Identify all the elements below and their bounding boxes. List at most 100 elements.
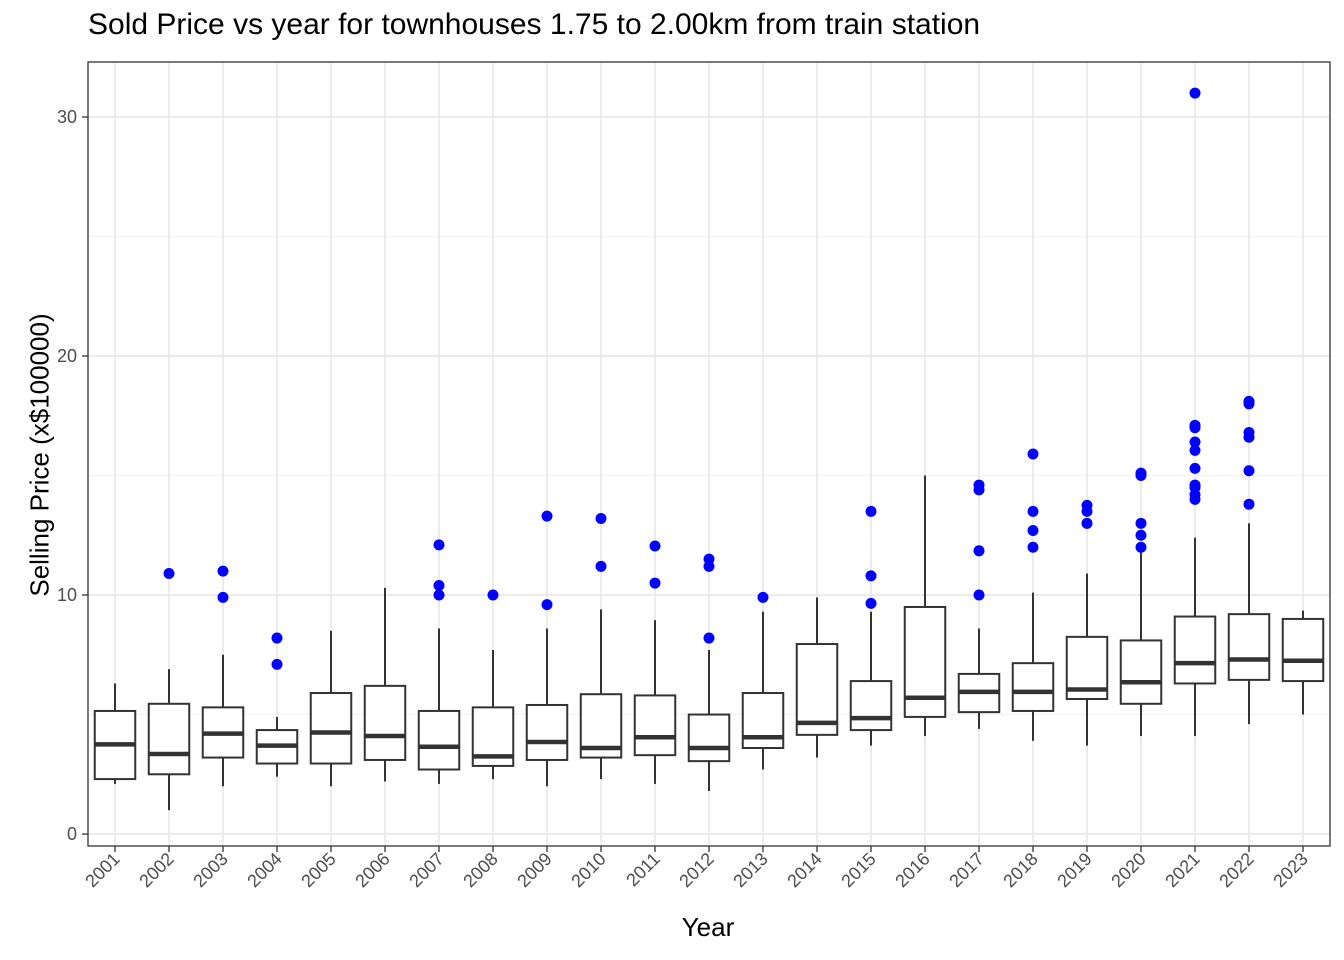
x-tick-label: 2007 (405, 849, 447, 891)
outlier-point (1189, 444, 1201, 456)
outlier-point (1135, 517, 1147, 529)
outlier-point (973, 545, 985, 557)
box-2015 (849, 611, 893, 746)
box-2017 (957, 628, 1001, 729)
outlier-point (271, 658, 283, 670)
outlier-point (1027, 524, 1039, 536)
outlier-point (1135, 541, 1147, 553)
box-iqr (741, 692, 785, 750)
box-iqr (903, 605, 947, 718)
outlier-point (1081, 505, 1093, 517)
y-tick-label: 20 (57, 346, 77, 366)
outlier-point (1189, 436, 1201, 448)
box-iqr (1227, 613, 1271, 681)
outlier-point (595, 513, 607, 525)
box-iqr (1281, 617, 1325, 683)
outlier-point (217, 565, 229, 577)
x-tick-label: 2001 (81, 849, 123, 891)
x-tick-label: 2017 (945, 849, 987, 891)
x-tick-label: 2006 (351, 849, 393, 891)
outlier-point (973, 589, 985, 601)
box-2004 (255, 716, 299, 777)
box-iqr (633, 694, 677, 757)
y-tick-label: 10 (57, 585, 77, 605)
outlier-point (649, 540, 661, 552)
x-tick-label: 2005 (297, 849, 339, 891)
box-2003 (201, 654, 245, 787)
outlier-point (595, 560, 607, 572)
outlier-point (433, 589, 445, 601)
x-tick-label: 2020 (1107, 849, 1149, 891)
outlier-point (1027, 448, 1039, 460)
box-2023 (1281, 610, 1325, 715)
box-iqr (525, 703, 569, 761)
outlier-point (865, 505, 877, 517)
y-axis-label: Selling Price (x$100000) (24, 313, 55, 597)
box-2011 (633, 620, 677, 784)
x-tick-label: 2009 (513, 849, 555, 891)
x-axis: 2001 2002 2003 2004 2005 2006 2007 2008 2009 2010… (81, 846, 1312, 891)
box-iqr (1119, 639, 1163, 705)
y-tick-label: 0 (67, 824, 77, 844)
outlier-point (703, 560, 715, 572)
outlier-point (703, 632, 715, 644)
chart-title: Sold Price vs year for townhouses 1.75 t… (88, 8, 981, 41)
outlier-point (1135, 470, 1147, 482)
box-2010 (579, 609, 623, 780)
box-iqr (417, 709, 461, 771)
box-2002 (147, 669, 191, 811)
y-axis: 0 10 20 30 (57, 107, 88, 844)
outlier-point (1189, 493, 1201, 505)
box-2009 (525, 628, 569, 787)
box-iqr (795, 643, 839, 736)
x-tick-label: 2014 (783, 849, 825, 891)
box-iqr (309, 692, 353, 765)
x-tick-label: 2008 (459, 849, 501, 891)
box-2020 (1119, 549, 1163, 737)
outlier-point (1243, 398, 1255, 410)
box-2008 (471, 650, 515, 780)
outlier-point (757, 591, 769, 603)
box-2005 (309, 630, 353, 787)
x-tick-label: 2010 (567, 849, 609, 891)
box-2006 (363, 587, 407, 782)
outlier-point (1189, 422, 1201, 434)
outlier-point (541, 510, 553, 522)
box-iqr (1173, 615, 1217, 685)
outlier-point (163, 568, 175, 580)
box-iqr (363, 684, 407, 761)
x-tick-label: 2002 (135, 849, 177, 891)
box-2022 (1227, 523, 1271, 725)
outlier-point (1081, 517, 1093, 529)
box-2016 (903, 475, 947, 737)
x-tick-label: 2023 (1269, 849, 1311, 891)
x-tick-label: 2013 (729, 849, 771, 891)
box-iqr (147, 702, 191, 776)
outlier-point (433, 579, 445, 591)
outlier-point (1135, 529, 1147, 541)
outlier-point (433, 539, 445, 551)
box-2019 (1065, 573, 1109, 746)
outlier-point (973, 484, 985, 496)
x-tick-label: 2019 (1053, 849, 1095, 891)
outlier-point (1189, 462, 1201, 474)
x-tick-label: 2003 (189, 849, 231, 891)
box-iqr (849, 680, 893, 732)
x-tick-label: 2004 (243, 849, 285, 891)
outlier-point (1243, 498, 1255, 510)
x-tick-label: 2016 (891, 849, 933, 891)
outlier-point (217, 591, 229, 603)
box-2013 (741, 611, 785, 770)
box-2014 (795, 597, 839, 758)
outlier-point (1027, 541, 1039, 553)
outlier-point (1243, 431, 1255, 443)
outlier-point (487, 589, 499, 601)
x-tick-label: 2018 (999, 849, 1041, 891)
box-2021 (1173, 537, 1217, 737)
outlier-point (865, 597, 877, 609)
x-tick-label: 2022 (1215, 849, 1257, 891)
box-iqr (1011, 662, 1055, 712)
box-2012 (687, 650, 731, 792)
x-tick-label: 2021 (1161, 849, 1203, 891)
